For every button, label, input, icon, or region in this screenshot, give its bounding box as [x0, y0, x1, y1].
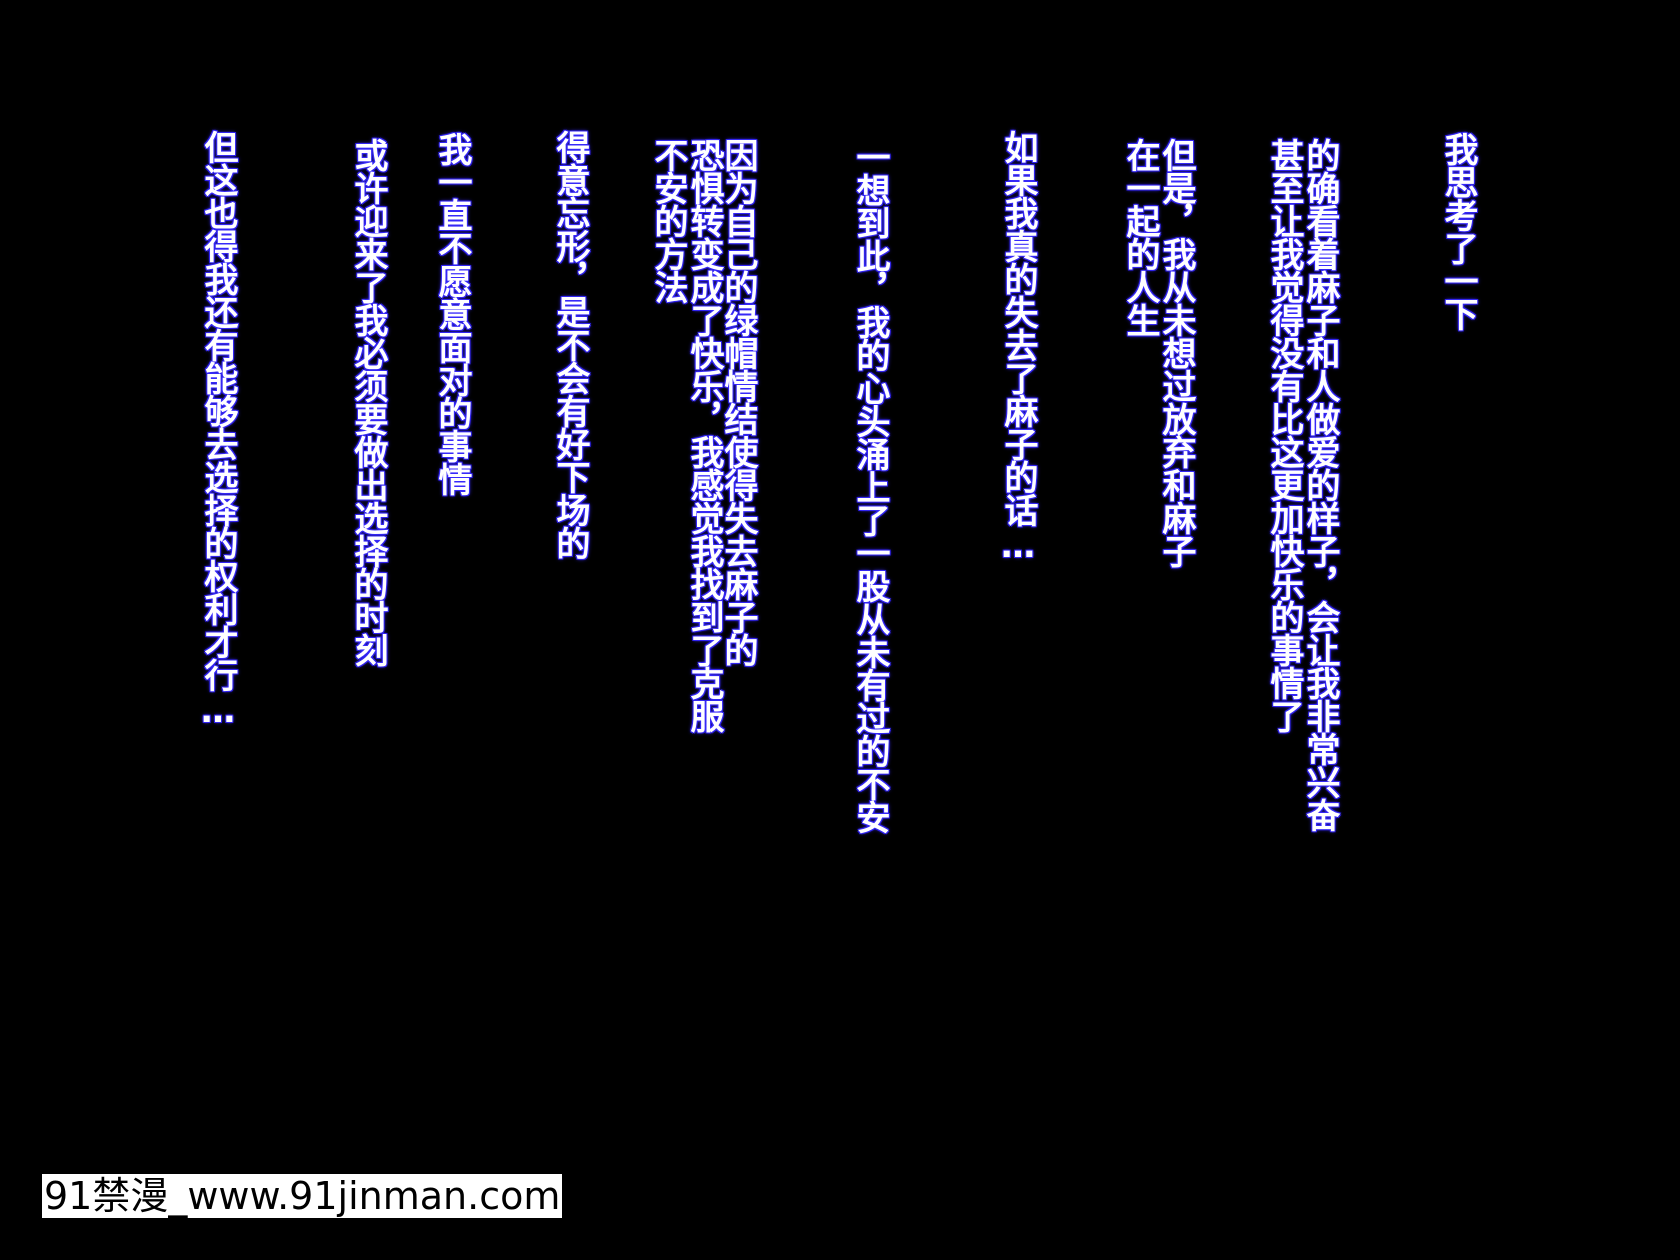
text-column: 我一直不愿意面对的事情	[432, 132, 472, 495]
text-column: 甚至让我觉得没有比这更加快乐的事情了	[1264, 138, 1304, 732]
text-column: 或许迎来了我必须要做出选择的时刻	[348, 138, 388, 666]
text-column: 我思考了一下	[1438, 132, 1478, 330]
text-column: 但是，我从未想过放弃和麻子	[1156, 138, 1196, 567]
text-column: 恐惧转变成了快乐，我感觉我找到了克服	[684, 138, 724, 732]
text-column: 得意忘形，是不会有好下场的	[550, 130, 590, 559]
text-column: 不安的方法	[648, 138, 688, 303]
text-column: 但这也得我还有能够去选择的权利才行…	[198, 130, 238, 730]
watermark-label: 91禁漫_www.91jinman.com	[42, 1174, 563, 1218]
text-column: 如果我真的失去了麻子的话…	[998, 130, 1038, 565]
text-column: 的确看着麻子和人做爱的样子，会让我非常兴奋	[1300, 138, 1340, 831]
text-column: 因为自己的绿帽情结使得失去麻子的	[718, 138, 758, 666]
text-column: 在一起的人生	[1120, 138, 1160, 336]
text-column: 一想到此，我的心头涌上了一股从未有过的不安	[850, 140, 890, 833]
